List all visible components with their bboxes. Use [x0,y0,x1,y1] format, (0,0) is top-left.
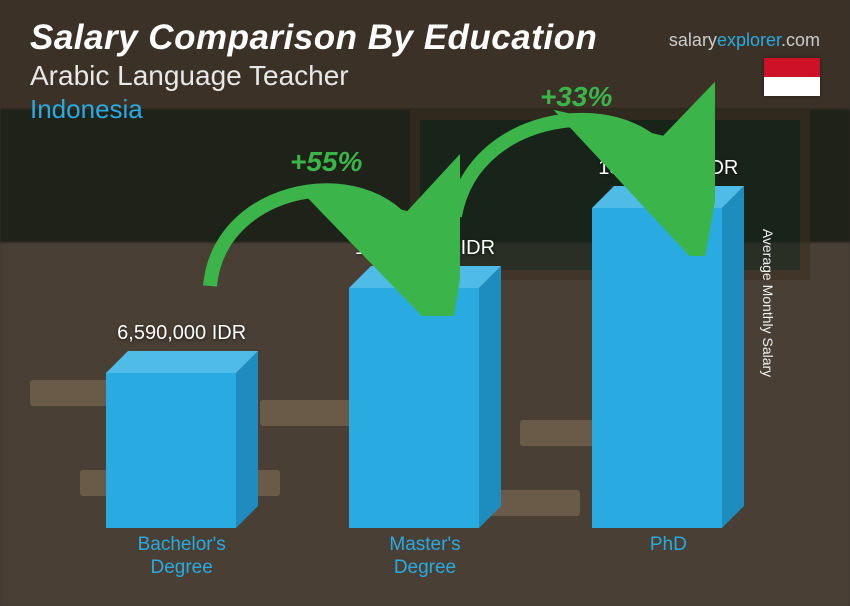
brand-suffix: .com [781,30,820,50]
flag-top-stripe [764,58,820,77]
brand-watermark: salaryexplorer.com [669,30,820,51]
x-axis-label: PhD [593,534,743,586]
bar-shape [592,186,744,528]
flag-bottom-stripe [764,77,820,96]
salary-bar-chart: 6,590,000 IDR 10,200,000 IDR 13,600,000 ID… [60,126,790,586]
bar-1: 10,200,000 IDR [350,237,500,528]
bar-shape [349,266,501,528]
bar-shape [106,351,258,528]
bar-0: 6,590,000 IDR [107,322,257,528]
bar-value-label: 13,600,000 IDR [598,157,738,180]
page-subtitle: Arabic Language Teacher [30,60,820,92]
bar-2: 13,600,000 IDR [593,157,743,528]
x-axis-labels: Bachelor'sDegree Master'sDegree PhD [60,534,790,586]
brand-mid: explorer [717,30,781,50]
x-axis-label: Master'sDegree [350,534,500,586]
brand-prefix: salary [669,30,717,50]
infographic-container: Salary Comparison By Education Arabic La… [0,0,850,606]
bars-area: 6,590,000 IDR 10,200,000 IDR 13,600,000 ID… [60,148,790,528]
indonesia-flag-icon [764,58,820,96]
bar-value-label: 10,200,000 IDR [355,237,495,260]
bar-value-label: 6,590,000 IDR [117,322,246,345]
x-axis-label: Bachelor'sDegree [107,534,257,586]
country-label: Indonesia [30,94,820,125]
